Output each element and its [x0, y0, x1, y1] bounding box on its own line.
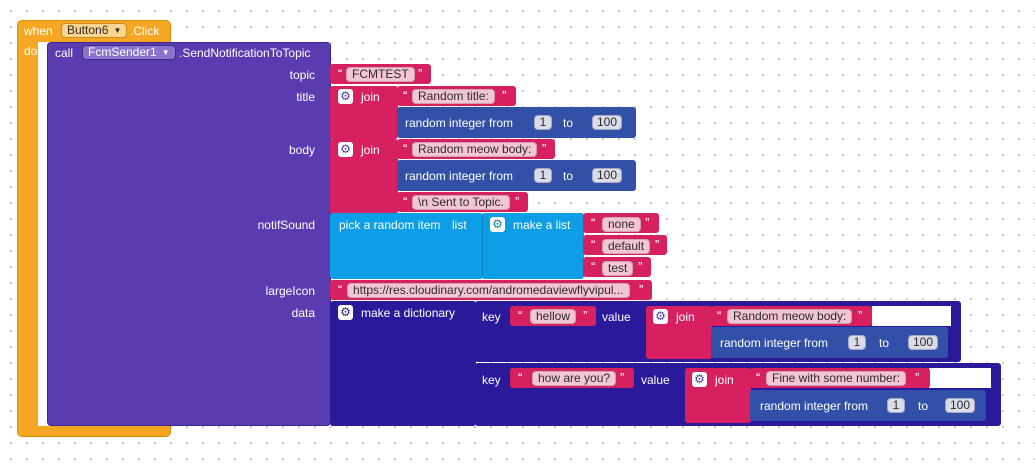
title-random-to[interactable]: 100 — [592, 115, 622, 130]
param-topic-label: topic — [289, 68, 315, 82]
event-block-footer-cutout — [171, 426, 173, 437]
open-quote-icon: “ — [403, 141, 408, 156]
open-quote-icon: “ — [403, 88, 408, 103]
pick-list-label: list — [452, 218, 467, 232]
do-label: do — [24, 44, 38, 58]
gear-icon[interactable]: ⚙ — [490, 217, 505, 232]
open-quote-icon: “ — [591, 237, 596, 252]
event-name: .Click — [130, 24, 160, 38]
list-item-value[interactable]: none — [602, 217, 641, 232]
title-text-value[interactable]: Random title: — [412, 89, 495, 104]
pair-random-label: random integer from — [760, 399, 869, 413]
pair-text-value[interactable]: Random meow body: — [727, 309, 853, 324]
pick-random-item-label: pick a random item — [339, 218, 441, 232]
param-body-label: body — [288, 143, 315, 157]
largeicon-value[interactable]: https://res.cloudinary.com/andromedaview… — [347, 283, 630, 298]
close-quote-icon: ” — [502, 88, 507, 103]
event-component-dropdown[interactable]: Button6 ▼ — [61, 23, 128, 38]
open-quote-icon: “ — [756, 370, 761, 385]
pair-random-from[interactable]: 1 — [887, 398, 905, 413]
pair-random-to[interactable]: 100 — [908, 335, 938, 350]
close-quote-icon: ” — [583, 308, 588, 323]
close-quote-icon: ” — [858, 308, 863, 323]
dictionary-pair-cutout — [929, 368, 991, 388]
pair-join-label: join — [715, 373, 734, 387]
title-to-label: to — [563, 116, 574, 130]
call-label: call — [55, 46, 74, 60]
pair-text-value[interactable]: Fine with some number: — [766, 371, 907, 386]
close-quote-icon: ” — [655, 237, 660, 252]
gear-icon[interactable]: ⚙ — [692, 372, 707, 387]
call-component-name: FcmSender1 — [88, 45, 157, 59]
pair-random-label: random integer from — [720, 336, 829, 350]
body-text-value[interactable]: Random meow body: — [412, 142, 538, 157]
pair-join-label: join — [676, 310, 695, 324]
body-suffix-value[interactable]: \n Sent to Topic. — [412, 195, 510, 210]
open-quote-icon: “ — [518, 370, 523, 385]
event-component-name: Button6 — [67, 23, 109, 37]
gear-icon[interactable]: ⚙ — [338, 89, 353, 104]
chevron-down-icon: ▼ — [161, 48, 170, 57]
make-dictionary-block[interactable] — [330, 301, 476, 426]
param-notifsound-label: notifSound — [257, 218, 315, 232]
open-quote-icon: “ — [338, 66, 343, 81]
close-quote-icon: ” — [515, 194, 520, 209]
when-label: when — [24, 24, 53, 38]
param-title-label: title — [296, 90, 315, 104]
body-random-label: random integer from — [405, 169, 514, 183]
param-data-label: data — [291, 306, 315, 320]
key-label: key — [482, 373, 501, 387]
topic-value[interactable]: FCMTEST — [346, 67, 415, 82]
key-label: key — [482, 310, 501, 324]
param-largeicon-label: largeIcon — [265, 284, 315, 298]
gear-icon[interactable]: ⚙ — [653, 309, 668, 324]
gear-icon[interactable]: ⚙ — [338, 142, 353, 157]
title-random-from[interactable]: 1 — [534, 115, 552, 130]
close-quote-icon: ” — [418, 66, 423, 81]
close-quote-icon: ” — [542, 141, 547, 156]
body-to-label: to — [563, 169, 574, 183]
body-random-from[interactable]: 1 — [534, 168, 552, 183]
chevron-down-icon: ▼ — [113, 26, 122, 35]
list-item-value[interactable]: default — [602, 239, 651, 254]
close-quote-icon: ” — [638, 259, 643, 274]
call-method-name: .SendNotificationToTopic — [179, 46, 311, 60]
value-label: value — [641, 373, 670, 387]
title-join-label: join — [361, 90, 380, 104]
make-dictionary-label: make a dictionary — [361, 306, 456, 320]
pair-random-to[interactable]: 100 — [945, 398, 975, 413]
open-quote-icon: “ — [717, 308, 722, 323]
call-method-block[interactable] — [47, 42, 331, 426]
body-random-to[interactable]: 100 — [592, 168, 622, 183]
title-random-label: random integer from — [405, 116, 514, 130]
close-quote-icon: ” — [915, 370, 920, 385]
dictionary-pair-cutout — [872, 306, 951, 326]
key-value[interactable]: hellow — [530, 309, 577, 324]
open-quote-icon: “ — [591, 259, 596, 274]
close-quote-icon: ” — [620, 370, 625, 385]
pair-random-from[interactable]: 1 — [848, 335, 866, 350]
pair-to-label: to — [879, 336, 890, 350]
body-join-label: join — [361, 143, 380, 157]
gear-icon[interactable]: ⚙ — [338, 305, 353, 320]
open-quote-icon: “ — [591, 215, 596, 230]
close-quote-icon: ” — [639, 282, 644, 297]
open-quote-icon: “ — [518, 308, 523, 323]
call-component-dropdown[interactable]: FcmSender1 ▼ — [82, 45, 176, 60]
key-value[interactable]: how are you? — [532, 371, 617, 386]
open-quote-icon: “ — [338, 282, 343, 297]
close-quote-icon: ” — [645, 215, 650, 230]
make-list-label: make a list — [513, 218, 571, 232]
value-label: value — [602, 310, 631, 324]
list-item-value[interactable]: test — [602, 261, 634, 276]
pair-to-label: to — [918, 399, 929, 413]
pick-random-item-block[interactable] — [330, 213, 483, 279]
open-quote-icon: “ — [403, 194, 408, 209]
